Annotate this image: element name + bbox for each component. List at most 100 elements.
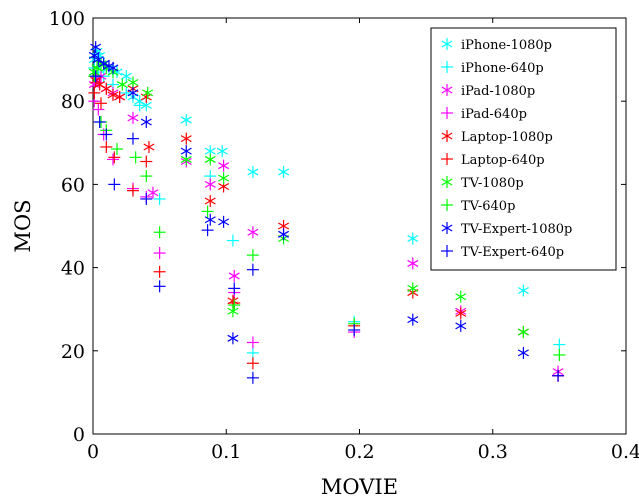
legend-marker-spoke (441, 132, 453, 140)
legend-marker (441, 84, 453, 96)
data-point-spoke (147, 189, 159, 197)
legend-label: iPhone-1080p (461, 38, 552, 53)
y-tick-label: 20 (61, 341, 85, 363)
data-point (407, 313, 419, 326)
data-point (116, 78, 128, 91)
data-point-spoke (455, 293, 467, 301)
data-point-spoke (127, 78, 139, 86)
data-point (107, 61, 119, 74)
data-point-spoke (247, 228, 259, 236)
data-point (126, 132, 139, 145)
data-point (100, 128, 113, 141)
data-point (108, 151, 121, 164)
data-point (246, 336, 259, 349)
data-point (218, 215, 230, 228)
y-tick-label: 100 (49, 8, 85, 30)
data-point-spoke (227, 334, 239, 342)
data-point-spoke (116, 81, 128, 89)
series-tv-expert-1080p (88, 41, 529, 359)
data-point (94, 97, 107, 110)
legend-label: Laptop-640p (461, 153, 545, 168)
data-point (204, 178, 216, 191)
data-point (407, 257, 419, 270)
data-point (95, 57, 107, 70)
data-point-spoke (95, 60, 107, 68)
data-point (90, 41, 102, 54)
data-point (93, 116, 106, 128)
data-point-spoke (247, 168, 259, 176)
data-point-spoke (204, 216, 216, 224)
data-point (216, 145, 228, 158)
data-point (455, 307, 467, 320)
data-point-spoke (91, 64, 103, 72)
data-point (517, 346, 529, 359)
data-point (140, 91, 152, 104)
data-point (228, 282, 241, 295)
series-tv-expert-640p (89, 70, 565, 384)
data-point (92, 103, 105, 116)
data-point-spoke (140, 101, 152, 109)
data-point (204, 213, 216, 226)
legend-label: TV-Expert-640p (461, 245, 564, 260)
data-point (278, 165, 290, 178)
y-tick-label: 60 (61, 174, 85, 196)
data-point (517, 284, 529, 297)
x-tick-label: 0 (87, 441, 99, 463)
data-point (228, 269, 240, 282)
data-point-spoke (204, 155, 216, 163)
data-point (133, 99, 146, 112)
data-point-spoke (407, 316, 419, 324)
data-point (143, 140, 155, 153)
data-point (228, 299, 241, 312)
data-point (247, 226, 259, 239)
x-axis-title: MOVIE (321, 475, 398, 499)
legend-marker-spoke (441, 40, 453, 48)
legend-box (430, 27, 617, 271)
data-point-spoke (107, 91, 119, 99)
data-point (226, 234, 239, 247)
data-point-spoke (407, 259, 419, 267)
data-point (201, 224, 214, 237)
legend-label: iPhone-640p (461, 61, 544, 76)
data-point-spoke (218, 174, 230, 182)
legend-marker (441, 176, 453, 188)
data-point (246, 263, 259, 276)
data-point-spoke (92, 56, 104, 64)
data-points (88, 41, 566, 384)
data-point (204, 195, 216, 208)
legend-marker (441, 199, 453, 211)
legend-marker (441, 130, 453, 142)
data-point (153, 192, 166, 205)
data-point-spoke (127, 114, 139, 122)
data-point (126, 184, 139, 197)
data-point (153, 265, 166, 278)
data-point-spoke (114, 93, 126, 101)
data-point (407, 232, 419, 245)
data-point-spoke (90, 43, 102, 51)
data-point (180, 132, 192, 145)
data-point (92, 53, 104, 66)
data-point (407, 282, 419, 295)
data-point (140, 116, 152, 128)
x-tick-label: 0.1 (211, 441, 241, 463)
data-point (89, 70, 102, 83)
data-point (100, 140, 113, 153)
data-point (153, 226, 166, 239)
data-point (246, 249, 259, 262)
data-point (98, 57, 110, 70)
data-point-spoke (91, 76, 103, 84)
data-point-spoke (517, 328, 529, 336)
data-point-spoke (218, 218, 230, 226)
data-point-spoke (98, 60, 110, 68)
data-point (180, 145, 192, 158)
x-tick-label: 0.3 (478, 441, 508, 463)
data-point (247, 165, 259, 178)
y-axis-title: MOS (11, 199, 35, 252)
data-point-spoke (204, 180, 216, 188)
data-point-spoke (227, 307, 239, 315)
y-tick-label: 40 (61, 258, 85, 280)
data-point (246, 346, 259, 359)
data-point (455, 319, 467, 332)
legend-label: TV-1080p (461, 176, 524, 191)
